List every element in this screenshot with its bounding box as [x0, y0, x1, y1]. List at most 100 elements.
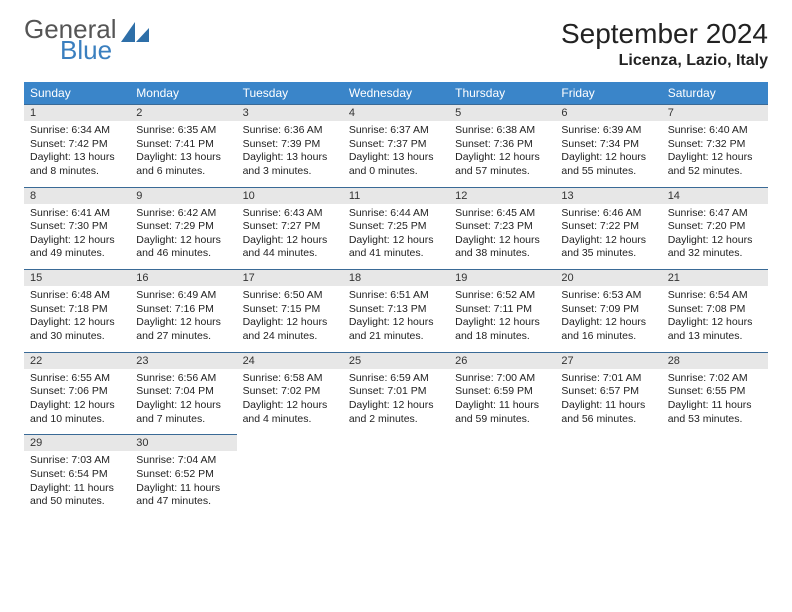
sunset-text: Sunset: 7:08 PM: [668, 303, 762, 317]
day-number: 23: [130, 352, 236, 369]
daylight-text: Daylight: 12 hours and 38 minutes.: [455, 234, 549, 261]
daylight-text: Daylight: 12 hours and 44 minutes.: [243, 234, 337, 261]
daylight-text: Daylight: 12 hours and 35 minutes.: [561, 234, 655, 261]
sunset-text: Sunset: 7:41 PM: [136, 138, 230, 152]
sunset-text: Sunset: 6:57 PM: [561, 385, 655, 399]
day-number: 3: [237, 104, 343, 121]
day-number: 8: [24, 187, 130, 204]
sunrise-text: Sunrise: 6:34 AM: [30, 124, 124, 138]
day-cell: 12Sunrise: 6:45 AMSunset: 7:23 PMDayligh…: [449, 187, 555, 270]
day-cell: 21Sunrise: 6:54 AMSunset: 7:08 PMDayligh…: [662, 269, 768, 352]
daylight-text: Daylight: 13 hours and 0 minutes.: [349, 151, 443, 178]
sunset-text: Sunset: 7:34 PM: [561, 138, 655, 152]
sunrise-text: Sunrise: 6:43 AM: [243, 207, 337, 221]
day-number: 28: [662, 352, 768, 369]
sunset-text: Sunset: 7:01 PM: [349, 385, 443, 399]
sunset-text: Sunset: 7:02 PM: [243, 385, 337, 399]
week-row: 22Sunrise: 6:55 AMSunset: 7:06 PMDayligh…: [24, 352, 768, 435]
page-header: General Blue September 2024 Licenza, Laz…: [24, 18, 768, 70]
daylight-text: Daylight: 13 hours and 6 minutes.: [136, 151, 230, 178]
sunset-text: Sunset: 7:15 PM: [243, 303, 337, 317]
sunrise-text: Sunrise: 6:40 AM: [668, 124, 762, 138]
day-body: Sunrise: 6:42 AMSunset: 7:29 PMDaylight:…: [130, 204, 236, 270]
daylight-text: Daylight: 12 hours and 7 minutes.: [136, 399, 230, 426]
day-cell: 6Sunrise: 6:39 AMSunset: 7:34 PMDaylight…: [555, 104, 661, 187]
day-body: Sunrise: 6:55 AMSunset: 7:06 PMDaylight:…: [24, 369, 130, 435]
day-number: 9: [130, 187, 236, 204]
sunset-text: Sunset: 7:36 PM: [455, 138, 549, 152]
day-body: Sunrise: 6:45 AMSunset: 7:23 PMDaylight:…: [449, 204, 555, 270]
day-number: 10: [237, 187, 343, 204]
sunset-text: Sunset: 7:13 PM: [349, 303, 443, 317]
day-body: Sunrise: 6:59 AMSunset: 7:01 PMDaylight:…: [343, 369, 449, 435]
sunset-text: Sunset: 6:54 PM: [30, 468, 124, 482]
sunset-text: Sunset: 7:16 PM: [136, 303, 230, 317]
sunrise-text: Sunrise: 7:03 AM: [30, 454, 124, 468]
day-cell: 15Sunrise: 6:48 AMSunset: 7:18 PMDayligh…: [24, 269, 130, 352]
day-body: Sunrise: 7:01 AMSunset: 6:57 PMDaylight:…: [555, 369, 661, 435]
day-cell: 13Sunrise: 6:46 AMSunset: 7:22 PMDayligh…: [555, 187, 661, 270]
sunrise-text: Sunrise: 6:59 AM: [349, 372, 443, 386]
day-cell: 3Sunrise: 6:36 AMSunset: 7:39 PMDaylight…: [237, 104, 343, 187]
sunset-text: Sunset: 7:25 PM: [349, 220, 443, 234]
daylight-text: Daylight: 11 hours and 56 minutes.: [561, 399, 655, 426]
sunset-text: Sunset: 7:32 PM: [668, 138, 762, 152]
daylight-text: Daylight: 12 hours and 49 minutes.: [30, 234, 124, 261]
sunset-text: Sunset: 6:52 PM: [136, 468, 230, 482]
sunrise-text: Sunrise: 6:39 AM: [561, 124, 655, 138]
day-number: 16: [130, 269, 236, 286]
day-cell: 11Sunrise: 6:44 AMSunset: 7:25 PMDayligh…: [343, 187, 449, 270]
day-cell: 9Sunrise: 6:42 AMSunset: 7:29 PMDaylight…: [130, 187, 236, 270]
day-cell: 19Sunrise: 6:52 AMSunset: 7:11 PMDayligh…: [449, 269, 555, 352]
daylight-text: Daylight: 12 hours and 13 minutes.: [668, 316, 762, 343]
sunrise-text: Sunrise: 6:53 AM: [561, 289, 655, 303]
daylight-text: Daylight: 12 hours and 21 minutes.: [349, 316, 443, 343]
sunrise-text: Sunrise: 6:50 AM: [243, 289, 337, 303]
daylight-text: Daylight: 12 hours and 57 minutes.: [455, 151, 549, 178]
sunrise-text: Sunrise: 6:55 AM: [30, 372, 124, 386]
day-number: 6: [555, 104, 661, 121]
day-body: Sunrise: 6:46 AMSunset: 7:22 PMDaylight:…: [555, 204, 661, 270]
day-body: Sunrise: 6:47 AMSunset: 7:20 PMDaylight:…: [662, 204, 768, 270]
day-cell: [449, 434, 555, 517]
day-cell: 7Sunrise: 6:40 AMSunset: 7:32 PMDaylight…: [662, 104, 768, 187]
day-cell: 23Sunrise: 6:56 AMSunset: 7:04 PMDayligh…: [130, 352, 236, 435]
sunrise-text: Sunrise: 6:44 AM: [349, 207, 443, 221]
day-body: Sunrise: 6:40 AMSunset: 7:32 PMDaylight:…: [662, 121, 768, 187]
week-row: 15Sunrise: 6:48 AMSunset: 7:18 PMDayligh…: [24, 269, 768, 352]
day-number: 5: [449, 104, 555, 121]
day-cell: 4Sunrise: 6:37 AMSunset: 7:37 PMDaylight…: [343, 104, 449, 187]
day-number: 29: [24, 434, 130, 451]
day-number: 12: [449, 187, 555, 204]
logo-sail-icon: [121, 22, 149, 44]
day-cell: 26Sunrise: 7:00 AMSunset: 6:59 PMDayligh…: [449, 352, 555, 435]
day-number: 13: [555, 187, 661, 204]
day-cell: 29Sunrise: 7:03 AMSunset: 6:54 PMDayligh…: [24, 434, 130, 517]
week-row: 29Sunrise: 7:03 AMSunset: 6:54 PMDayligh…: [24, 434, 768, 517]
sunset-text: Sunset: 7:42 PM: [30, 138, 124, 152]
calendar-table: Sunday Monday Tuesday Wednesday Thursday…: [24, 82, 768, 517]
day-body: Sunrise: 7:02 AMSunset: 6:55 PMDaylight:…: [662, 369, 768, 435]
day-cell: [343, 434, 449, 517]
daylight-text: Daylight: 12 hours and 24 minutes.: [243, 316, 337, 343]
day-number: 22: [24, 352, 130, 369]
day-number: 11: [343, 187, 449, 204]
day-cell: 17Sunrise: 6:50 AMSunset: 7:15 PMDayligh…: [237, 269, 343, 352]
day-number: 7: [662, 104, 768, 121]
day-number: 14: [662, 187, 768, 204]
logo-text: General Blue: [24, 18, 117, 63]
day-body: Sunrise: 6:58 AMSunset: 7:02 PMDaylight:…: [237, 369, 343, 435]
day-number: 25: [343, 352, 449, 369]
day-body: Sunrise: 6:43 AMSunset: 7:27 PMDaylight:…: [237, 204, 343, 270]
sunset-text: Sunset: 6:55 PM: [668, 385, 762, 399]
day-cell: [662, 434, 768, 517]
day-body: Sunrise: 6:35 AMSunset: 7:41 PMDaylight:…: [130, 121, 236, 187]
day-header: Tuesday: [237, 82, 343, 104]
day-body: Sunrise: 7:03 AMSunset: 6:54 PMDaylight:…: [24, 451, 130, 517]
day-header: Wednesday: [343, 82, 449, 104]
day-cell: 18Sunrise: 6:51 AMSunset: 7:13 PMDayligh…: [343, 269, 449, 352]
daylight-text: Daylight: 12 hours and 2 minutes.: [349, 399, 443, 426]
day-cell: [555, 434, 661, 517]
day-number: 27: [555, 352, 661, 369]
sunset-text: Sunset: 7:11 PM: [455, 303, 549, 317]
